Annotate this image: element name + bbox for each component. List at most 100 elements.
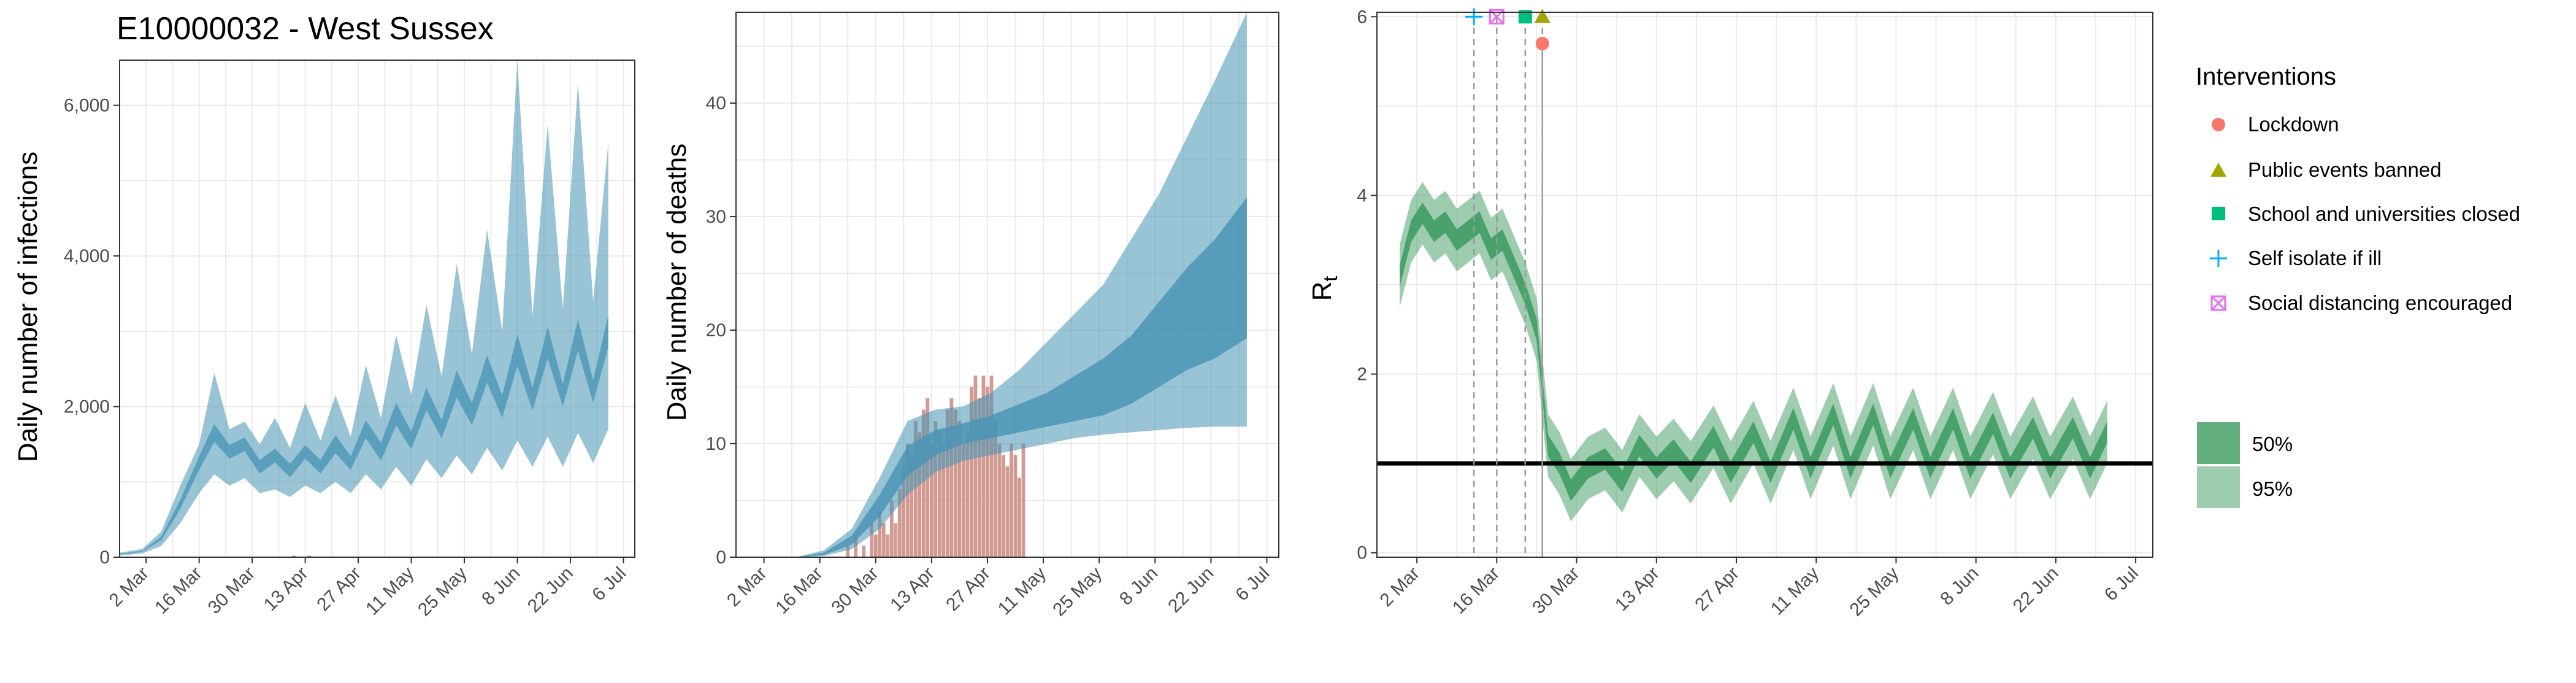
death-bar	[933, 421, 938, 557]
death-bar	[846, 546, 850, 557]
y-tick-label: 30	[706, 207, 726, 227]
x-tick-label: 13 Apr	[260, 563, 312, 615]
y-tick-label: 20	[706, 320, 726, 341]
death-bar	[978, 398, 981, 557]
box	[1489, 9, 1505, 25]
death-bar	[881, 523, 886, 557]
death-bar	[965, 432, 970, 557]
death-bar	[997, 444, 1002, 557]
panel-border	[735, 12, 1279, 558]
death-bar	[886, 534, 890, 557]
x-tick-label: 25 May	[1846, 563, 1903, 620]
y-tick-label: 0	[1357, 543, 1367, 563]
death-bar	[1002, 455, 1005, 557]
x-tick-label: 22 Jun	[2009, 563, 2063, 617]
circle-icon	[1535, 36, 1549, 50]
death-bar	[949, 398, 954, 557]
death-bar	[878, 512, 882, 557]
death-bar	[1005, 466, 1010, 557]
rt-95-band	[1400, 182, 2107, 522]
legend-item-self-isolate: Self isolate if ill	[2210, 247, 2382, 269]
x-tick-label: 11 May	[994, 563, 1050, 619]
y-tick-label: 6,000	[64, 96, 110, 116]
death-bar	[905, 444, 910, 557]
death-bar	[897, 489, 902, 557]
death-bar	[910, 455, 914, 557]
death-bar	[870, 523, 874, 557]
death-bar	[1021, 444, 1025, 557]
x-tick-label: 30 Mar	[1528, 563, 1583, 618]
y-tick-label: 2	[1357, 365, 1367, 385]
plus-icon	[2210, 250, 2227, 267]
legend-label-lockdown: Lockdown	[2248, 113, 2339, 136]
infections-95-band	[120, 60, 608, 556]
death-bar	[957, 421, 962, 557]
infections-y-label: Daily number of infections	[13, 152, 43, 462]
death-bar	[902, 466, 906, 557]
y-tick-label: 0	[716, 547, 726, 568]
y-tick-label: 6	[1357, 7, 1367, 27]
death-bar	[913, 421, 918, 557]
rt-panel: 2 Mar 16 Mar 30 Mar 13 Apr 27 Apr 11 May 25 Ma…	[1357, 7, 2153, 620]
deaths-y-label: Daily number of deaths	[662, 144, 692, 421]
x-tick-label: 16 Mar	[1449, 563, 1503, 618]
rt-50-band	[1400, 203, 2107, 501]
x-tick-label: 11 May	[362, 563, 418, 619]
x-tick-label: 6 Jul	[2101, 563, 2142, 605]
boxed-x-icon	[2210, 295, 2226, 311]
legend-label-public-events: Public events banned	[2248, 158, 2442, 181]
x-tick-label: 22 Jun	[1164, 563, 1217, 617]
y-tick-label: 40	[706, 93, 726, 114]
death-bar	[862, 546, 866, 557]
death-bar	[953, 409, 957, 557]
x-tick-label: 6 Jul	[1232, 563, 1273, 605]
death-bar	[941, 444, 946, 557]
death-bar	[994, 421, 997, 557]
triangle-icon	[1534, 9, 1551, 23]
legend-item-school: School and universities closed	[2212, 203, 2520, 225]
rt-y-label-subscript: t	[1319, 276, 1341, 282]
rt-y-label: Rt	[1307, 276, 1341, 301]
ci-95-swatch	[2197, 466, 2240, 508]
death-bar	[921, 409, 926, 557]
x-tick-label: 30 Mar	[827, 563, 882, 618]
death-bar	[873, 534, 878, 557]
x-tick-label: 27 Apr	[313, 563, 365, 615]
x-tick-label: 25 May	[414, 563, 471, 620]
x-tick-label: 22 Jun	[524, 563, 577, 617]
legend-title: Interventions	[2196, 63, 2336, 90]
y-tick-label: 4	[1357, 185, 1367, 206]
legend-label-ci-50: 50%	[2252, 433, 2293, 455]
square-icon	[2212, 207, 2225, 220]
y-tick-label: 4,000	[64, 246, 110, 266]
legend-label-social-distancing: Social distancing encouraged	[2248, 291, 2512, 314]
deaths-50-band	[795, 197, 1247, 557]
death-bar	[970, 387, 973, 557]
infections-50-band	[120, 315, 608, 555]
deaths-95-band	[795, 12, 1247, 557]
legend-ci-95: 95%	[2197, 466, 2293, 508]
x-tick-label: 25 May	[1049, 563, 1106, 620]
x-tick-label: 6 Jul	[588, 563, 630, 605]
x-tick-label: 8 Jun	[478, 563, 524, 609]
death-bar	[1018, 477, 1021, 557]
x-tick-label: 27 Apr	[942, 563, 994, 615]
x-tick-label: 2 Mar	[105, 563, 153, 611]
x-tick-label: 8 Jun	[1936, 563, 1982, 609]
legend-item-social-distancing: Social distancing encouraged	[2210, 291, 2512, 314]
rt-y-label-main: R	[1307, 282, 1337, 301]
figure-title: E10000032 - West Sussex	[117, 11, 494, 47]
legend-item-lockdown: Lockdown	[2212, 113, 2339, 136]
x-tick-label: 11 May	[1767, 563, 1823, 619]
plus-icon	[1465, 8, 1483, 26]
triangle-icon	[2210, 163, 2226, 177]
death-bar	[1010, 444, 1013, 557]
x-tick-label: 13 Apr	[886, 563, 938, 615]
death-bar	[918, 432, 922, 557]
y-tick-label: 2,000	[64, 397, 110, 417]
x-tick-label: 2 Mar	[723, 563, 771, 611]
death-bar	[937, 432, 941, 557]
